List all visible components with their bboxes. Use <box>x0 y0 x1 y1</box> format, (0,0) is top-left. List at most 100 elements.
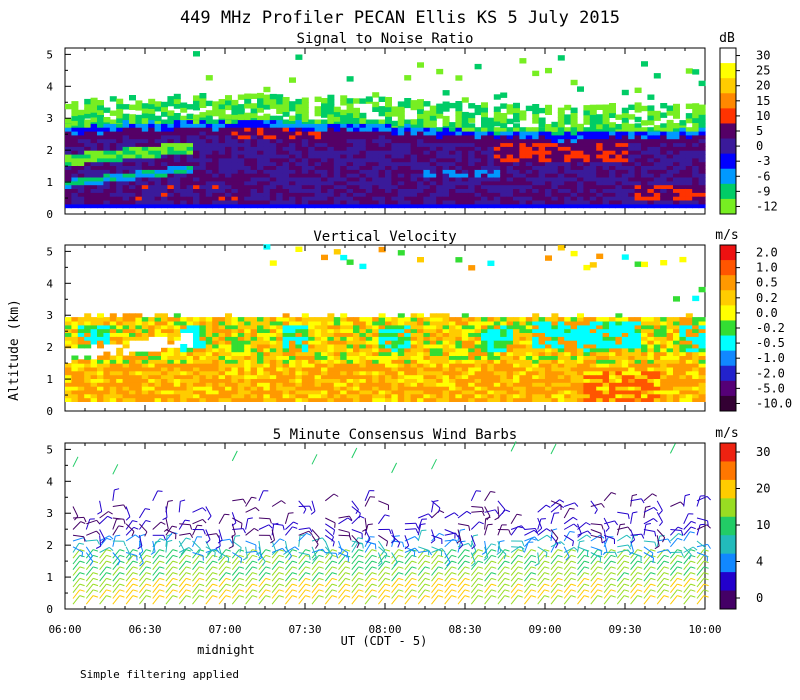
snr-cell <box>615 157 623 163</box>
velocity-cell <box>641 328 648 333</box>
snr-cell <box>116 113 124 119</box>
velocity-cell <box>321 351 328 356</box>
velocity-cell <box>570 321 578 326</box>
velocity-cell <box>442 321 450 326</box>
velocity-cell <box>116 317 124 322</box>
velocity-cell <box>513 389 520 395</box>
velocity-cell <box>506 370 514 376</box>
velocity-cell <box>455 393 463 399</box>
velocity-cell <box>692 336 700 341</box>
snr-cell <box>77 154 85 159</box>
velocity-cell <box>282 386 290 391</box>
velocity-cell <box>263 382 271 387</box>
snr-cell <box>199 102 207 108</box>
velocity-cell <box>173 393 181 399</box>
velocity-cell <box>410 340 418 345</box>
velocity-cell <box>365 397 373 402</box>
velocity-cell <box>327 347 335 353</box>
snr-cell <box>321 192 328 197</box>
snr-cell <box>660 200 668 205</box>
snr-cell <box>570 196 578 201</box>
velocity-cell <box>692 317 700 322</box>
velocity-cell <box>218 355 226 360</box>
snr-cell <box>257 196 264 201</box>
velocity-cell <box>391 340 399 345</box>
velocity-cell <box>289 366 296 372</box>
velocity-cell <box>461 374 469 379</box>
velocity-cell <box>397 355 405 360</box>
snr-cell <box>71 203 79 209</box>
snr-cell <box>103 138 111 144</box>
velocity-cell <box>628 363 636 368</box>
velocity-cell <box>513 370 520 376</box>
snr-cell <box>378 184 386 189</box>
velocity-cell <box>442 374 450 379</box>
velocity-cell <box>314 363 322 368</box>
snr-cell <box>173 161 181 166</box>
snr-cell <box>250 180 258 186</box>
velocity-cell <box>340 313 348 318</box>
snr-cell <box>212 131 220 136</box>
snr-cell <box>289 127 296 132</box>
velocity-cell <box>474 344 482 349</box>
snr-cell <box>417 131 424 136</box>
snr-cell <box>289 203 296 209</box>
velocity-cell <box>538 397 546 402</box>
snr-cell <box>372 203 380 209</box>
snr-cell <box>321 142 328 147</box>
snr-cell <box>436 150 444 155</box>
snr-cell <box>474 188 482 193</box>
velocity-cell <box>353 328 360 333</box>
snr-cell <box>353 169 360 174</box>
snr-cell <box>282 200 290 205</box>
velocity-cell <box>103 363 111 368</box>
snr-cell <box>237 146 245 151</box>
snr-cell <box>481 134 488 140</box>
velocity-cell <box>589 393 597 399</box>
snr-cell <box>397 120 405 126</box>
velocity-cell <box>474 347 482 353</box>
snr-cell <box>660 180 668 186</box>
velocity-cell <box>173 374 181 379</box>
snr-cell <box>135 188 143 193</box>
velocity-cell <box>237 328 245 333</box>
snr-cell <box>218 108 226 114</box>
snr-cell <box>180 123 188 128</box>
velocity-cell <box>628 321 636 326</box>
snr-cell <box>461 127 469 132</box>
snr-cell <box>487 196 495 201</box>
velocity-cell <box>628 332 636 337</box>
snr-cell <box>570 121 578 128</box>
velocity-cell <box>186 370 194 376</box>
snr-cell <box>557 126 565 133</box>
snr-cell <box>244 98 252 104</box>
velocity-cell <box>532 340 540 345</box>
snr-cell <box>673 180 680 186</box>
snr-cell <box>621 203 629 209</box>
velocity-cell <box>276 336 284 341</box>
velocity-cell <box>570 359 578 364</box>
snr-cell <box>442 138 450 144</box>
velocity-cell <box>212 321 220 326</box>
velocity-cell <box>481 336 488 341</box>
snr-cell <box>218 103 226 110</box>
snr-cell <box>135 200 143 205</box>
snr-cell <box>359 127 367 132</box>
velocity-cell <box>609 393 616 399</box>
velocity-cell <box>500 393 508 399</box>
velocity-cell <box>468 366 476 372</box>
snr-cell <box>193 51 200 57</box>
velocity-cell <box>474 351 482 356</box>
velocity-cell <box>481 340 488 345</box>
snr-cell <box>77 169 85 174</box>
snr-cell <box>378 169 386 174</box>
snr-cell <box>468 200 476 205</box>
snr-cell <box>90 173 98 178</box>
snr-cell <box>634 116 642 123</box>
snr-cell <box>461 116 469 123</box>
velocity-cell <box>161 317 168 322</box>
snr-cell <box>154 169 162 174</box>
snr-cell <box>301 200 309 205</box>
snr-cell <box>519 177 527 182</box>
velocity-cell <box>193 366 200 372</box>
